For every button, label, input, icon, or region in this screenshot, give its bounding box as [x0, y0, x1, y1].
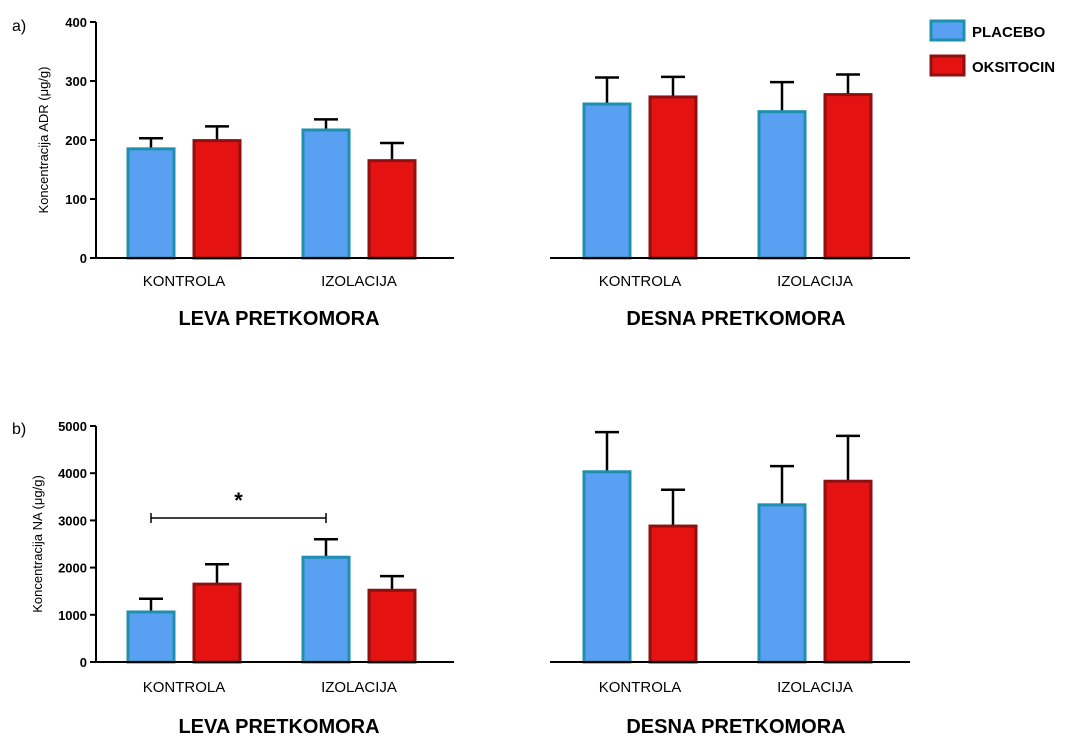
y-axis-label-chart0: Koncentracija ADR (μg/g) [36, 67, 51, 214]
panel-label-b: b) [12, 421, 26, 438]
legend: PLACEBO OKSITOCIN [929, 19, 1055, 77]
bar-chart0-placebo-kontrola [126, 147, 176, 260]
category-label-chart1-kontrola: KONTROLA [599, 273, 682, 290]
chart-title-chart0: LEVA PRETKOMORA [178, 308, 379, 330]
bars-layer [126, 73, 873, 664]
category-label-chart3-kontrola: KONTROLA [599, 679, 682, 696]
axes-layer [90, 21, 910, 663]
category-label-chart2-izolacija: IZOLACIJA [321, 679, 397, 696]
category-label-chart3-izolacija: IZOLACIJA [777, 679, 853, 696]
text-layer: KONTROLA IZOLACIJA 0 100 200 300 400 Koncentrac… [30, 15, 853, 738]
bar-chart1-oksitocin-izolacija [823, 93, 873, 260]
panel-label-a: a) [12, 18, 26, 35]
y-tick-label-chart0-0: 0 [80, 251, 87, 266]
category-label-chart2-kontrola: KONTROLA [143, 679, 226, 696]
y-axis-label-chart2: Koncentracija NA (μg/g) [30, 475, 45, 613]
legend-swatch-oksitocin [929, 54, 966, 77]
bar-chart1-placebo-izolacija [757, 110, 807, 260]
y-tick-label-chart0-100: 100 [65, 192, 87, 207]
y-tick-label-chart2-2000: 2000 [58, 561, 87, 576]
bar-chart2-placebo-kontrola [126, 610, 176, 664]
category-label-chart0-kontrola: KONTROLA [143, 273, 226, 290]
legend-label-oksitocin: OKSITOCIN [972, 59, 1055, 76]
y-tick-label-chart0-400: 400 [65, 15, 87, 30]
y-tick-label-chart2-3000: 3000 [58, 513, 87, 528]
bar-chart3-placebo-izolacija [757, 503, 807, 664]
y-tick-label-chart2-0: 0 [80, 655, 87, 670]
chart-title-chart1: DESNA PRETKOMORA [626, 308, 845, 330]
y-tick-label-chart2-5000: 5000 [58, 419, 87, 434]
bar-chart3-oksitocin-kontrola [648, 524, 698, 664]
y-tick-label-chart0-200: 200 [65, 133, 87, 148]
y-tick-label-chart2-4000: 4000 [58, 466, 87, 481]
legend-label-placebo: PLACEBO [972, 24, 1046, 41]
legend-swatch-placebo [929, 19, 966, 42]
chart-title-chart2: LEVA PRETKOMORA [178, 716, 379, 738]
bar-chart0-placebo-izolacija [301, 128, 351, 260]
category-label-chart1-izolacija: IZOLACIJA [777, 273, 853, 290]
bar-chart2-placebo-izolacija [301, 555, 351, 664]
y-tick-label-chart2-1000: 1000 [58, 608, 87, 623]
category-label-chart0-izolacija: IZOLACIJA [321, 273, 397, 290]
bar-chart0-oksitocin-kontrola [192, 139, 242, 260]
bar-chart2-oksitocin-kontrola [192, 582, 242, 664]
y-tick-label-chart0-300: 300 [65, 74, 87, 89]
bar-chart1-placebo-kontrola [582, 102, 632, 260]
bar-chart1-oksitocin-kontrola [648, 95, 698, 260]
bar-chart2-oksitocin-izolacija [367, 588, 417, 664]
bar-chart3-placebo-kontrola [582, 470, 632, 664]
significance-star-chart2: * [234, 488, 243, 513]
bar-chart0-oksitocin-izolacija [367, 159, 417, 260]
chart-title-chart3: DESNA PRETKOMORA [626, 716, 845, 738]
bar-chart3-oksitocin-izolacija [823, 479, 873, 664]
